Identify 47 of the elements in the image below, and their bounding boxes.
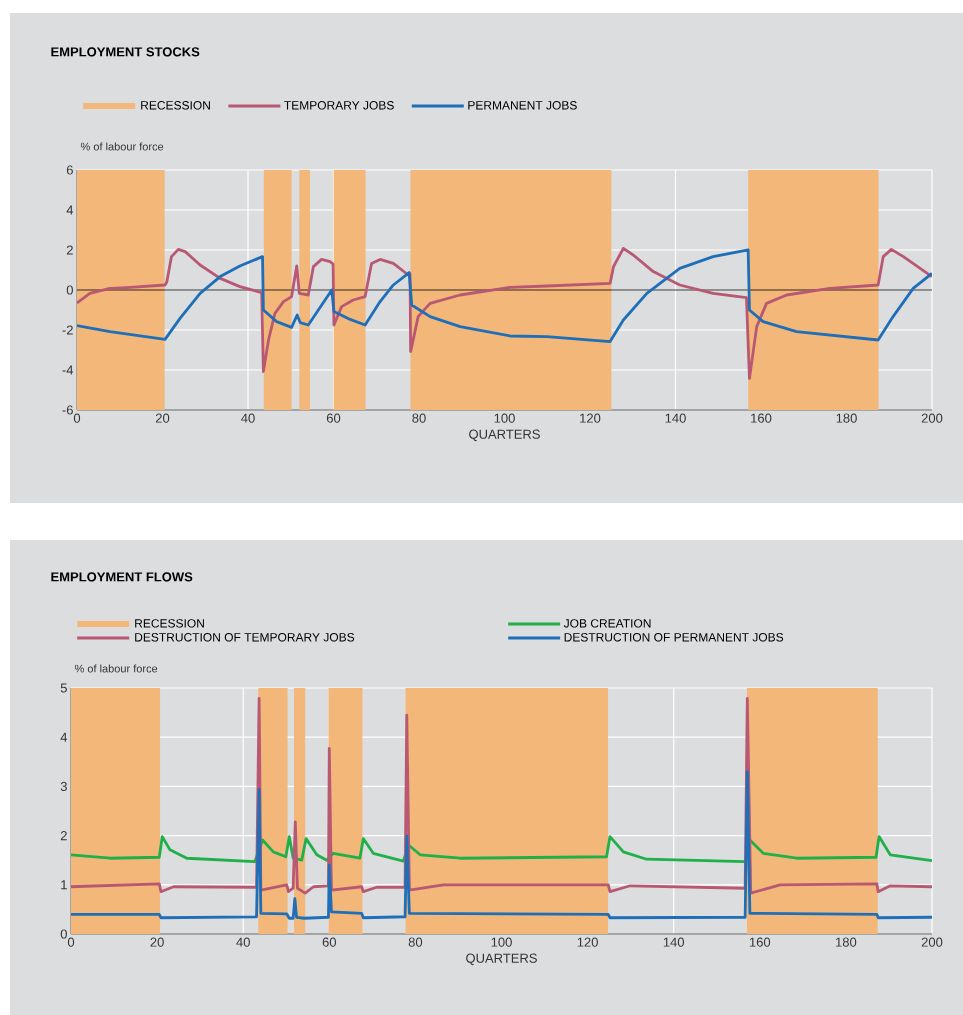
y-tick-label: 0 [66, 285, 73, 295]
y-tick-label: -6 [62, 405, 73, 415]
y-tick-label: 2 [66, 245, 73, 255]
chart-title: EMPLOYMENT STOCKS [51, 47, 200, 57]
x-tick-label: 20 [150, 937, 164, 947]
x-tick-label: 140 [663, 937, 685, 947]
x-tick-label: 100 [494, 413, 515, 423]
legend-label: PERMANENT JOBS [468, 101, 577, 110]
x-tick-label: 80 [408, 937, 423, 947]
x-tick-label: 140 [665, 413, 686, 423]
legend-label: RECESSION [141, 101, 210, 110]
x-tick-label: 120 [580, 413, 601, 423]
legend-label: TEMPORARY JOBS [284, 101, 394, 110]
x-tick-label: 80 [412, 413, 426, 423]
x-tick-label: 60 [326, 413, 341, 423]
x-tick-label: 0 [73, 413, 81, 423]
x-tick-label: 60 [322, 937, 337, 947]
x-tick-label: 120 [577, 937, 598, 947]
x-tick-label: 160 [749, 937, 771, 947]
y-tick-label: 3 [60, 781, 67, 791]
y-tick-label: 5 [60, 683, 67, 693]
x-tick-label: 20 [155, 413, 170, 423]
y-axis-title: % of labour force [74, 664, 158, 673]
legend-label: DESTRUCTION OF PERMANENT JOBS [564, 633, 784, 642]
y-tick-label: 1 [61, 880, 67, 890]
y-axis-title: % of labour force [80, 142, 164, 151]
x-tick-label: 180 [836, 937, 857, 947]
y-tick-label: -2 [62, 325, 73, 335]
legend-label: JOB CREATION [563, 619, 651, 628]
x-axis-title: QUARTERS [466, 953, 537, 966]
x-tick-label: 200 [921, 937, 943, 947]
x-tick-label: 200 [921, 413, 943, 423]
y-tick-label: -4 [62, 365, 74, 375]
x-tick-label: 40 [241, 413, 255, 423]
x-tick-label: 100 [491, 937, 512, 947]
y-tick-label: 4 [60, 732, 68, 742]
y-tick-label: 4 [66, 205, 74, 215]
y-tick-label: 6 [66, 165, 73, 175]
x-tick-label: 180 [836, 413, 857, 423]
x-tick-label: 40 [236, 937, 250, 947]
y-tick-label: 2 [60, 831, 67, 841]
x-tick-label: 160 [751, 413, 772, 423]
legend-label: RECESSION [135, 619, 204, 628]
legend-label: DESTRUCTION OF TEMPORARY JOBS [135, 633, 355, 642]
x-axis-title: QUARTERS [469, 429, 540, 442]
chart-title: EMPLOYMENT FLOWS [51, 572, 193, 582]
y-tick-label: 0 [60, 929, 67, 939]
